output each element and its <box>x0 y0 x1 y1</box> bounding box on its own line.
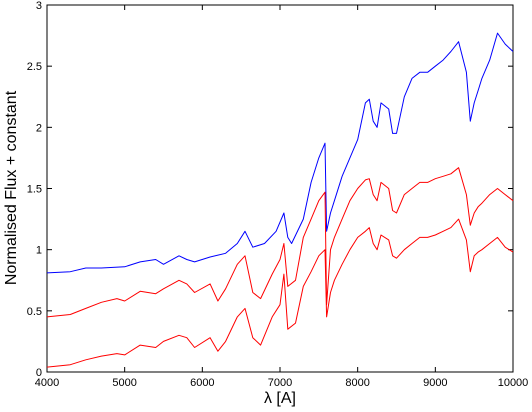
x-tick-label: 6000 <box>190 377 214 389</box>
axis-ticks: 4000 5000 6000 7000 8000 9000 10000 0 0.5 1 1.5 2 2.… <box>27 0 529 389</box>
x-tick-label: 7000 <box>268 377 292 389</box>
x-tick-label: 4000 <box>35 377 59 389</box>
y-tick-label: 1.5 <box>27 184 42 196</box>
spectrum-line-1 <box>46 32 514 274</box>
spectrum-line-3 <box>46 218 514 368</box>
y-tick-label: 2 <box>36 122 42 134</box>
y-tick-label: 2.5 <box>27 61 42 73</box>
x-tick-label: 5000 <box>112 377 136 389</box>
y-axis-label: Normalised Flux + constant <box>3 90 20 285</box>
y-tick-label: 0.5 <box>27 306 42 318</box>
x-tick-label: 10000 <box>498 377 529 389</box>
y-tick-label: 0 <box>36 367 42 379</box>
x-tick-label: 9000 <box>423 377 447 389</box>
y-tick-label: 1 <box>36 245 42 257</box>
series-layer <box>46 32 514 368</box>
x-axis-label: λ [A] <box>264 390 296 407</box>
spectrum-line-2 <box>46 167 514 318</box>
x-tick-label: 8000 <box>345 377 369 389</box>
y-tick-label: 3 <box>36 0 42 12</box>
